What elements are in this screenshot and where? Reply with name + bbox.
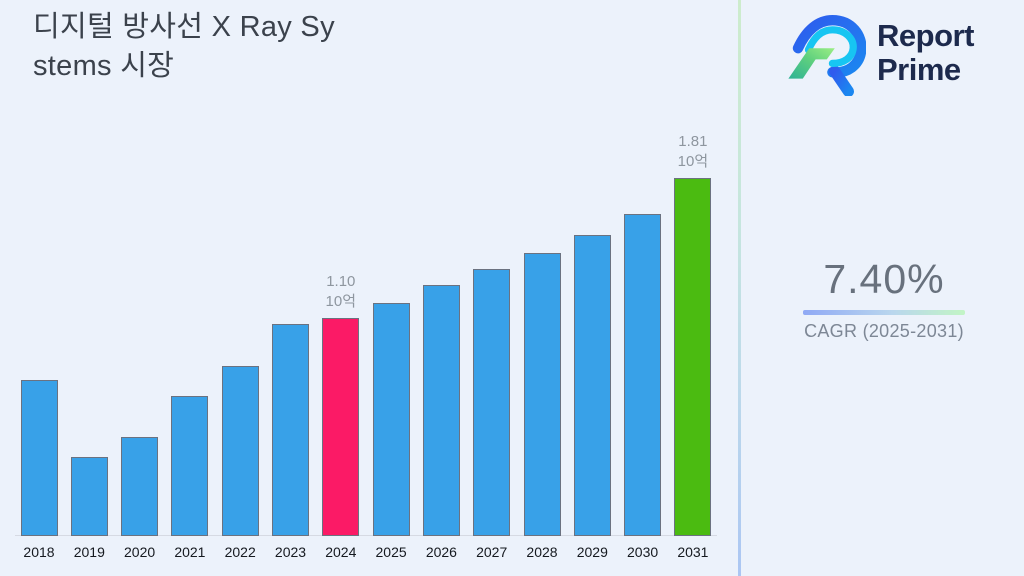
report-prime-logo-icon bbox=[788, 14, 866, 96]
bar-2023 bbox=[272, 324, 309, 536]
cagr-value: 7.40% bbox=[823, 256, 945, 302]
x-axis-label-2031: 2031 bbox=[677, 544, 709, 560]
bar-2027 bbox=[473, 269, 511, 536]
x-axis-labels: 2018 2019 2020 2021 2022 2023 2024 2025 2026 2027… bbox=[20, 544, 714, 564]
bar-value-label-line: 1.10 bbox=[326, 273, 356, 290]
x-axis-label-2023: 2023 bbox=[274, 544, 307, 560]
x-axis-label-2030: 2030 bbox=[627, 544, 659, 560]
x-axis-label-2028: 2028 bbox=[526, 544, 558, 560]
page-title-line1: 디지털 방사선 X Ray Sy bbox=[33, 11, 335, 43]
page-title: 디지털 방사선 X Ray Sy stems 시장 bbox=[33, 8, 335, 86]
x-axis-label-2025: 2025 bbox=[375, 544, 407, 560]
logo-text-line1: Report bbox=[877, 18, 974, 53]
bar-2025 bbox=[372, 303, 410, 536]
x-axis-label-2026: 2026 bbox=[425, 544, 457, 560]
bar-2028 bbox=[523, 253, 561, 536]
plot-area: 1.10 10억 1.81 10억 bbox=[20, 133, 714, 536]
bar-2020 bbox=[121, 437, 159, 536]
bar-2018 bbox=[20, 380, 58, 536]
cagr-label: CAGR (2025-2031) bbox=[804, 321, 964, 341]
bar-value-label-line: 10억 bbox=[325, 293, 357, 310]
x-axis-label-2024: 2024 bbox=[325, 544, 357, 560]
x-axis-label-2029: 2029 bbox=[576, 544, 608, 560]
cagr-panel: 7.40% CAGR (2025-2031) bbox=[771, 256, 997, 342]
bar-value-label-2031: 1.81 10억 bbox=[678, 132, 709, 172]
x-axis-label-2019: 2019 bbox=[73, 544, 105, 560]
vertical-divider bbox=[738, 0, 741, 576]
bar-2022 bbox=[221, 366, 259, 536]
x-axis-label-2022: 2022 bbox=[224, 544, 256, 560]
bar-value-label-line: 10억 bbox=[677, 153, 709, 170]
report-prime-logo-text: Report Prime bbox=[877, 19, 974, 87]
bar-2024 bbox=[322, 318, 360, 536]
x-axis-line bbox=[15, 535, 717, 536]
logo-text-line2: Prime bbox=[877, 52, 961, 87]
cagr-underline bbox=[803, 310, 965, 315]
x-axis-label-2020: 2020 bbox=[124, 544, 156, 560]
bar-2030 bbox=[624, 214, 662, 536]
bar-2031 bbox=[674, 178, 712, 536]
bar-2026 bbox=[422, 285, 460, 536]
bar-2029 bbox=[573, 235, 611, 536]
page-title-line2: stems 시장 bbox=[33, 50, 175, 82]
bar-2021 bbox=[171, 396, 209, 536]
x-axis-label-2021: 2021 bbox=[174, 544, 206, 560]
x-axis-label-2018: 2018 bbox=[23, 544, 55, 560]
report-prime-logo: Report Prime bbox=[786, 10, 974, 96]
bar-value-label-line: 1.81 bbox=[678, 133, 708, 150]
x-axis-label-2027: 2027 bbox=[476, 544, 508, 560]
bar-value-label-2024: 1.10 10억 bbox=[326, 272, 357, 312]
bar-2019 bbox=[70, 457, 108, 536]
